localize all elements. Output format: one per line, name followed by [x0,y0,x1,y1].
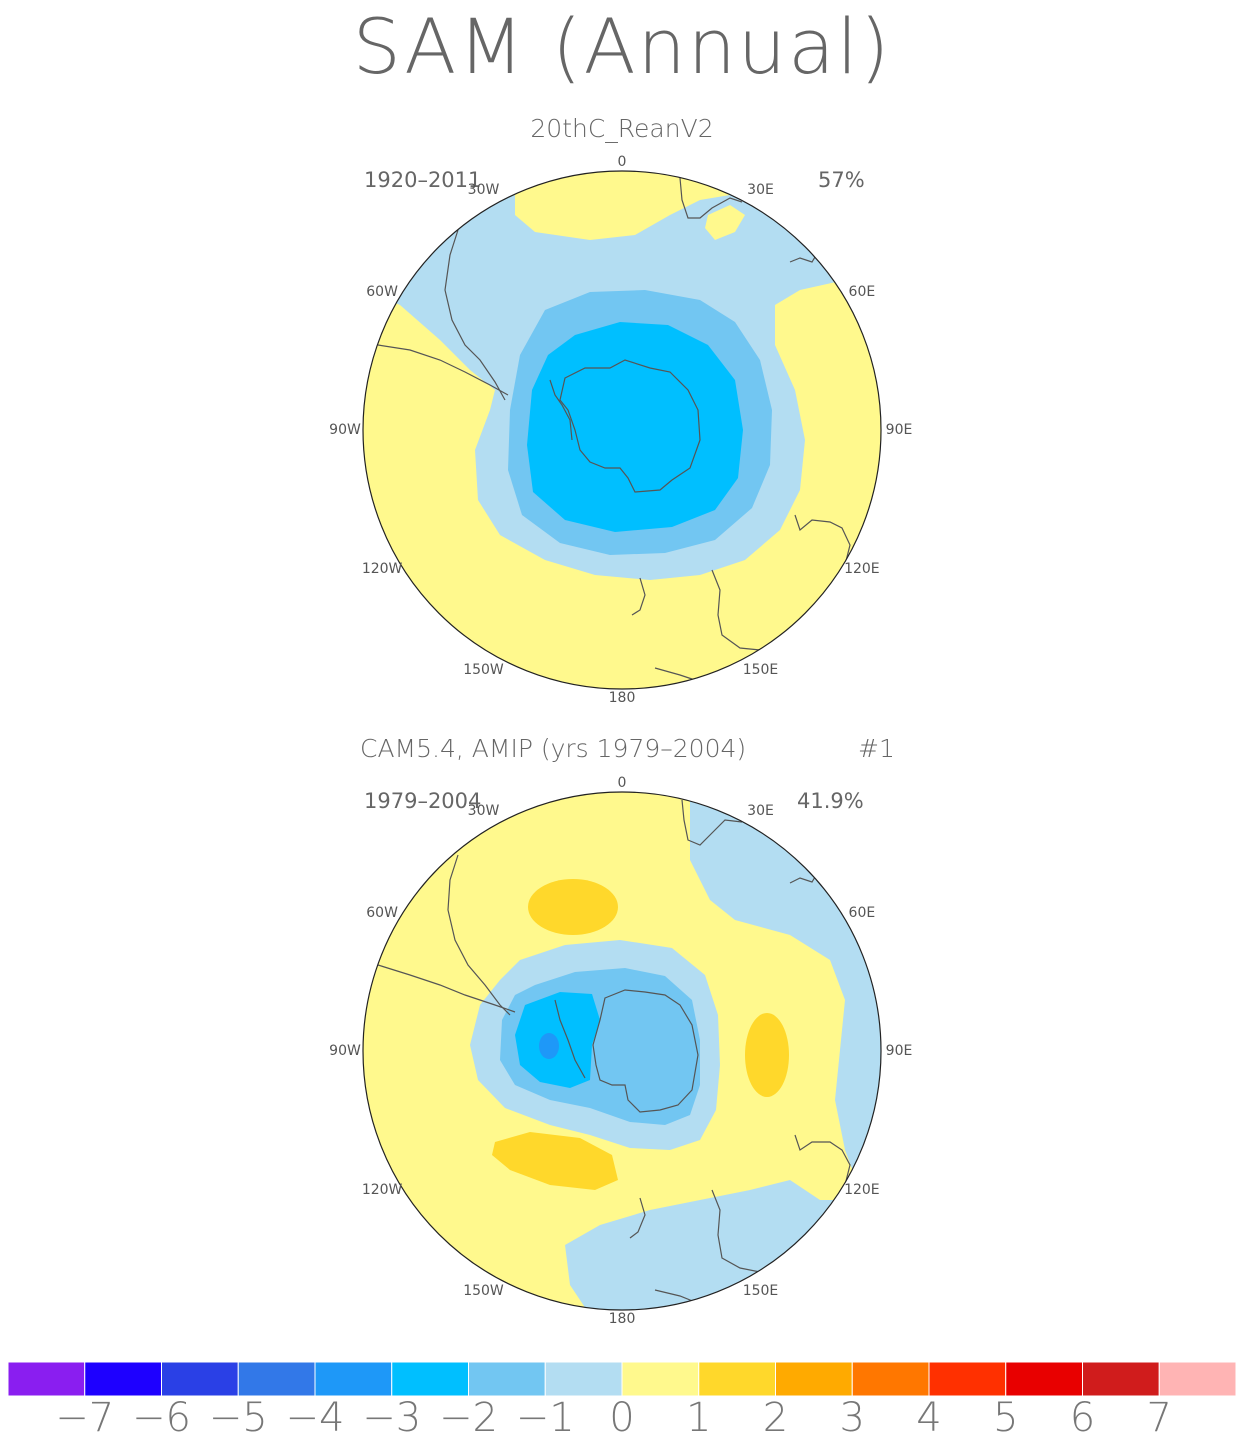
lon-label-p1-8: 120W [361,560,403,577]
colorbar-label-5: −2 [439,1395,498,1441]
lon-label-p1-11: 30W [467,182,500,199]
colorbar-label-3: −4 [285,1395,345,1441]
lon-label-p2-9: 90W [329,1043,361,1059]
coastlines-panel-1 [377,177,851,681]
contour-plus1-northwest [528,879,618,935]
colorbar-swatch-8 [621,1361,700,1397]
map-boundary-panel-2 [362,791,882,1311]
colorbar-swatch-1 [84,1361,162,1397]
lon-label-p2-2: 60E [848,904,876,921]
colorbar-label-8: 1 [686,1395,712,1441]
colorbar [7,1361,1237,1397]
figure-title: SAM (Annual) [352,2,892,91]
colorbar-swatch-12 [928,1361,1007,1397]
panel-1-title: 20thC_ReanV2 [530,114,714,143]
panel-2-title: CAM5.4, AMIP (yrs 1979–2004) [360,734,747,763]
colorbar-label-10: 3 [839,1395,865,1441]
lon-label-p2-7: 150W [463,1282,504,1299]
lon-label-p1-4: 120E [844,560,880,577]
lon-label-p2-0: 0 [617,775,627,791]
map-panel-1 [363,171,881,689]
panel-1-variance: 57% [818,168,865,192]
colorbar-label-4: −3 [362,1395,422,1441]
colorbar-swatch-15 [1158,1361,1237,1397]
colorbar-swatch-11 [851,1361,930,1397]
lon-label-p1-5: 150E [742,661,779,678]
colorbar-label-9: 2 [762,1395,789,1441]
colorbar-swatch-13 [1005,1361,1083,1397]
colorbar-swatch-6 [468,1361,546,1397]
panel-2-member: #1 [858,734,895,763]
colorbar-label-2: −5 [208,1395,268,1441]
lon-label-p2-10: 60W [366,904,398,921]
colorbar-label-1: −6 [132,1395,191,1441]
map-boundary-panel-1 [362,170,882,690]
colorbar-label-6: −1 [515,1395,575,1441]
lon-label-p1-6: 180 [608,690,636,706]
positive-0-island [705,205,745,240]
lon-label-p1-0: 0 [617,154,627,170]
panel-2-variance: 41.9% [797,789,864,813]
lon-label-p2-3: 90E [885,1043,913,1059]
lon-label-p1-10: 60W [366,283,398,300]
lon-label-p2-11: 30W [467,803,500,820]
colorbar-swatch-2 [161,1361,239,1397]
colorbar-swatch-7 [544,1361,623,1397]
panel-1-period: 1920–2011 [364,168,482,192]
colorbar-label-13: 6 [1069,1395,1096,1441]
lon-label-p2-4: 120E [844,1181,880,1198]
lon-label-p2-6: 180 [608,1311,636,1327]
contour-plus1-east [745,1013,789,1097]
colorbar-swatch-4 [314,1361,393,1397]
lon-label-p1-7: 150W [463,661,504,678]
colorbar-swatch-3 [237,1361,316,1397]
lon-label-p1-2: 60E [848,283,876,300]
colorbar-label-14: 7 [1146,1395,1172,1441]
colorbar-label-7: 0 [609,1395,635,1441]
colorbar-swatch-14 [1082,1361,1160,1397]
lon-label-p1-9: 90W [329,422,361,438]
lon-label-p2-1: 30E [747,803,774,820]
colorbar-swatch-5 [391,1361,469,1397]
coastlines-panel-2 [377,799,851,1303]
colorbar-label-0: −7 [55,1395,115,1441]
contour-minus3-region [527,322,743,532]
colorbar-label-12: 5 [993,1395,1019,1441]
contour-plus1-southwest [492,1132,618,1190]
lon-label-p2-5: 150E [742,1282,779,1299]
panel-2-period: 1979–2004 [364,789,482,813]
lon-label-p2-8: 120W [361,1181,403,1198]
colorbar-swatch-9 [698,1361,776,1397]
colorbar-swatch-0 [7,1361,86,1397]
colorbar-swatch-10 [775,1361,853,1397]
map-panel-2 [363,792,881,1310]
lon-label-p1-1: 30E [747,182,774,199]
lon-label-p1-3: 90E [885,422,913,438]
contour-minus4-spot [539,1033,559,1059]
colorbar-label-11: 4 [916,1395,942,1441]
